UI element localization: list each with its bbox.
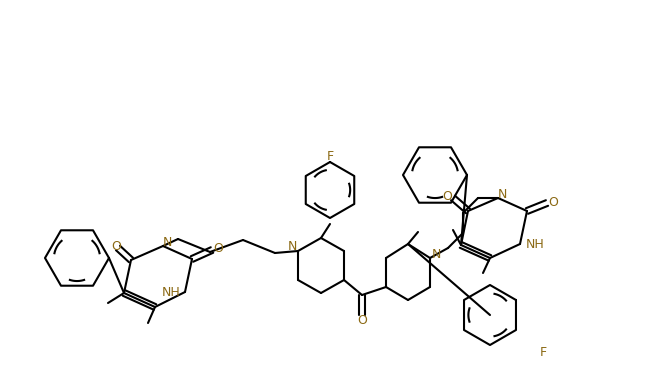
Text: O: O bbox=[548, 196, 558, 208]
Text: N: N bbox=[497, 188, 506, 201]
Text: F: F bbox=[326, 149, 334, 163]
Text: N: N bbox=[432, 248, 441, 260]
Text: NH: NH bbox=[526, 237, 545, 251]
Text: O: O bbox=[111, 240, 121, 253]
Text: O: O bbox=[357, 314, 367, 328]
Text: NH: NH bbox=[162, 285, 181, 298]
Text: O: O bbox=[213, 242, 223, 255]
Text: F: F bbox=[539, 346, 547, 359]
Text: N: N bbox=[163, 235, 172, 249]
Text: O: O bbox=[442, 190, 452, 203]
Text: N: N bbox=[287, 240, 296, 253]
